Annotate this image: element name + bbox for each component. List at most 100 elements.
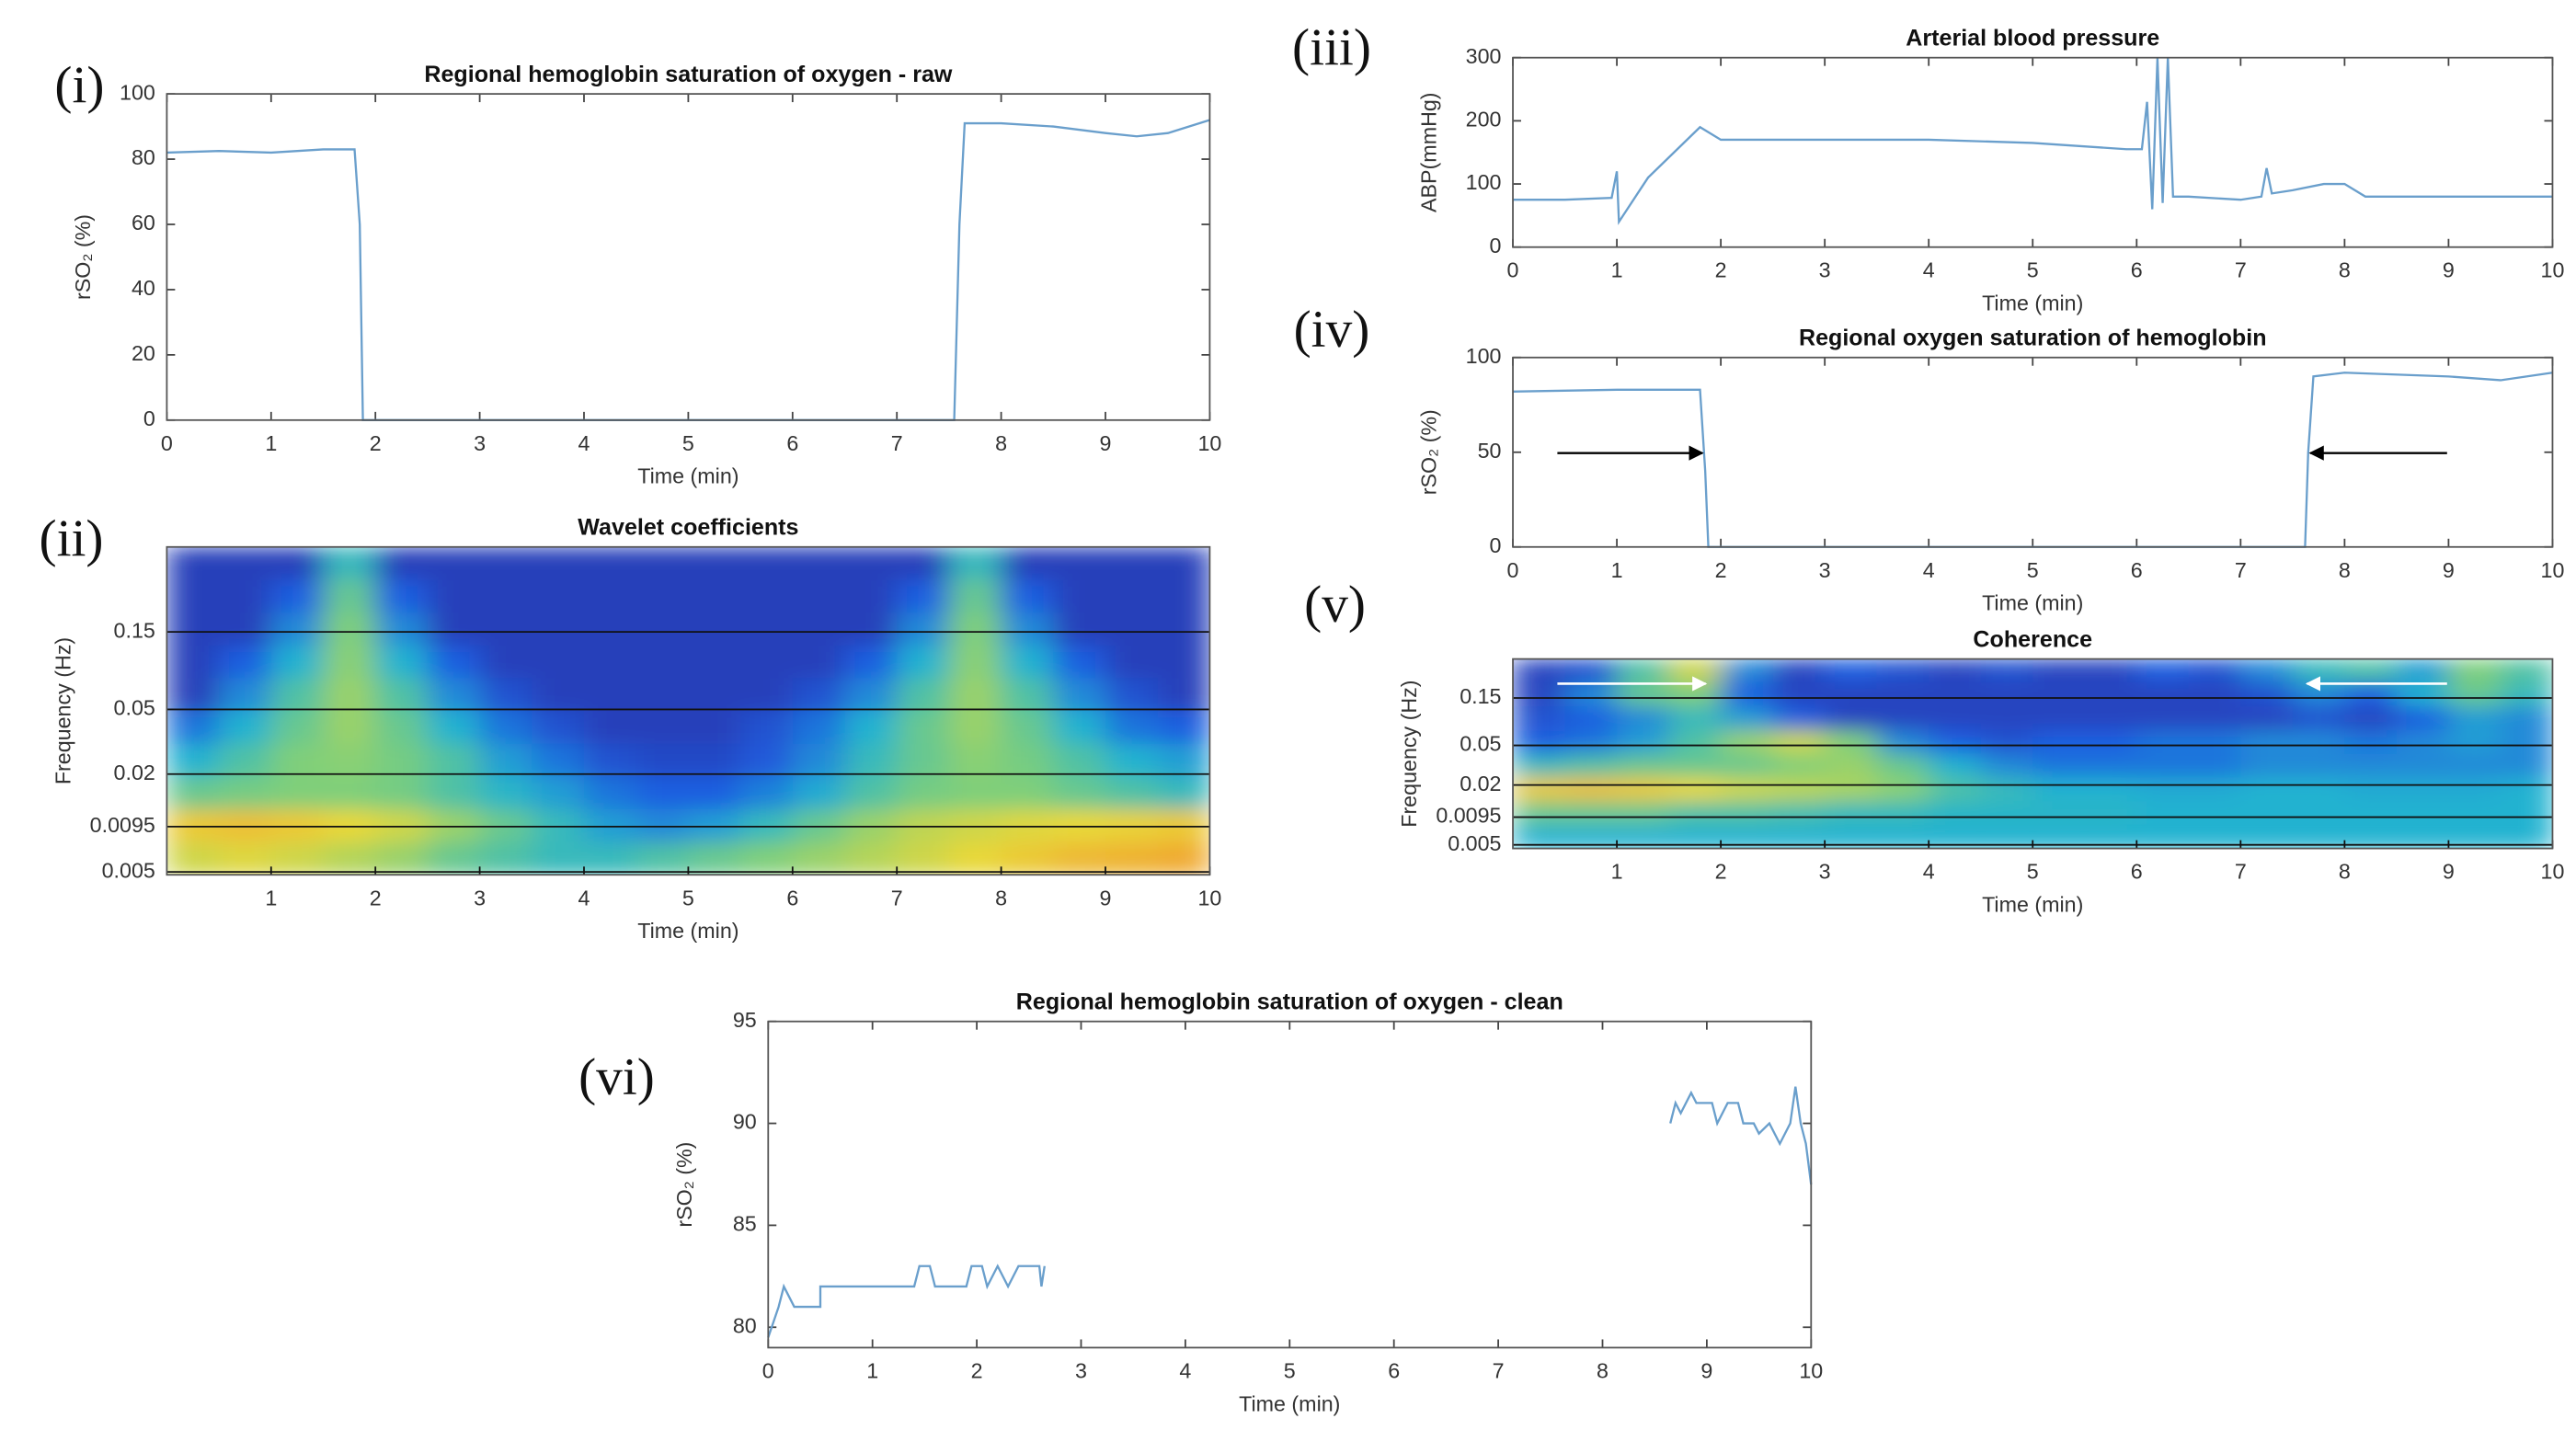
x-tick-label: 3 xyxy=(1819,258,1831,282)
heat-cell xyxy=(688,841,742,875)
plot-frame xyxy=(1512,56,2554,248)
heat-cell xyxy=(2188,658,2242,684)
heat-cell xyxy=(1876,753,1930,779)
heat-cell xyxy=(323,579,377,614)
y-tick-label: 85 xyxy=(733,1212,757,1236)
heat-cell xyxy=(1157,711,1210,745)
x-tick-label: 10 xyxy=(1197,886,1221,909)
chart: (ii) Wavelet coefficients Time (min) Freque… xyxy=(39,509,1221,943)
heat-cell xyxy=(740,743,794,778)
x-tick-label: 2 xyxy=(370,431,382,455)
heat-cell xyxy=(792,546,846,581)
heat-cell xyxy=(1053,612,1107,646)
chart: (i) Regional hemoglobin saturation of oxy… xyxy=(54,57,1221,488)
heat-cell xyxy=(2448,824,2502,849)
x-axis-label: Time (min) xyxy=(1239,1391,1340,1415)
heat-cell xyxy=(948,711,1002,745)
heat-cell xyxy=(1929,753,1982,779)
heat-cell xyxy=(1564,729,1619,755)
y-tick-label: 0.005 xyxy=(1448,831,1501,855)
heat-cell xyxy=(427,579,481,614)
heat-cell xyxy=(844,841,899,875)
heat-cell xyxy=(2240,801,2294,826)
x-tick-label: 5 xyxy=(2027,558,2039,582)
charts: (i) Regional hemoglobin saturation of oxy… xyxy=(39,18,2564,1415)
heat-cell xyxy=(1876,777,1930,803)
heat-cell xyxy=(1513,777,1566,803)
heat-cell xyxy=(2084,801,2138,826)
heat-cell xyxy=(323,678,377,713)
heat-cell xyxy=(1772,729,1826,755)
heat-cell xyxy=(375,678,429,713)
heat-cell xyxy=(1772,753,1826,779)
heat-cell xyxy=(2396,801,2450,826)
x-tick-label: 3 xyxy=(474,431,486,455)
x-tick-label: 8 xyxy=(2339,860,2351,884)
x-tick-label: 6 xyxy=(1388,1358,1400,1382)
heat-cell xyxy=(1001,743,1055,778)
heat-cell xyxy=(1564,777,1619,803)
heat-cell xyxy=(1825,682,1878,708)
heat-cell xyxy=(1001,841,1055,875)
x-tick-label: 5 xyxy=(682,431,694,455)
chart-title: Wavelet coefficients xyxy=(578,515,798,541)
heat-cell xyxy=(1617,824,1670,849)
heat-cell xyxy=(688,678,742,713)
heat-cell xyxy=(427,546,481,581)
plot-frame xyxy=(1512,356,2554,548)
x-tick-label: 0 xyxy=(762,1358,774,1382)
heat-cell xyxy=(323,546,377,581)
heat-cell xyxy=(2448,682,2502,708)
y-tick-label: 95 xyxy=(733,1008,757,1032)
heat-cell xyxy=(635,776,690,811)
heatmap-cells xyxy=(1513,658,2553,849)
heat-cell xyxy=(323,711,377,745)
heat-cell xyxy=(1721,658,1774,684)
x-tick-label: 4 xyxy=(1179,1358,1191,1382)
y-axis-label: rSO₂ (%) xyxy=(672,1142,696,1228)
heat-cell xyxy=(2032,801,2086,826)
heat-cell xyxy=(688,776,742,811)
heat-cell xyxy=(1157,743,1210,778)
heat-cell xyxy=(1825,753,1878,779)
x-tick-label: 8 xyxy=(2339,258,2351,282)
heat-cell xyxy=(948,743,1002,778)
heat-cell xyxy=(2344,777,2398,803)
heat-cell xyxy=(1876,706,1930,731)
heat-cell xyxy=(1721,729,1774,755)
heat-cell xyxy=(1617,729,1670,755)
heat-cell xyxy=(948,645,1002,680)
heat-cell xyxy=(1001,678,1055,713)
heat-cell xyxy=(2448,658,2502,684)
heat-cell xyxy=(2188,753,2242,779)
heat-cell xyxy=(1105,645,1159,680)
heat-cell xyxy=(1001,711,1055,745)
heat-cell xyxy=(479,579,533,614)
heat-cell xyxy=(1001,579,1055,614)
y-axis-label: ABP(mmHg) xyxy=(1417,92,1441,212)
heat-cell xyxy=(270,711,325,745)
heat-cell xyxy=(219,678,272,713)
heat-cell xyxy=(532,645,586,680)
heat-cell xyxy=(635,743,690,778)
heat-cell xyxy=(166,645,221,680)
x-axis-label: Time (min) xyxy=(637,464,738,488)
heat-cell xyxy=(1617,753,1670,779)
data-line xyxy=(1513,372,2553,548)
x-axis-label: Time (min) xyxy=(637,919,738,943)
x-tick-label: 0 xyxy=(1507,558,1519,582)
heat-cell xyxy=(2396,658,2450,684)
heat-cell xyxy=(2396,706,2450,731)
x-tick-label: 3 xyxy=(1819,558,1831,582)
heat-cell xyxy=(323,645,377,680)
y-tick-label: 300 xyxy=(1466,44,1502,68)
x-axis-label: Time (min) xyxy=(1982,591,2083,615)
x-tick-label: 8 xyxy=(995,886,1007,909)
heat-cell xyxy=(897,612,950,646)
x-tick-label: 9 xyxy=(2443,258,2455,282)
heat-cell xyxy=(219,841,272,875)
heat-cell xyxy=(1001,645,1055,680)
heat-cell xyxy=(375,612,429,646)
heat-cell xyxy=(270,612,325,646)
heat-cell xyxy=(2396,729,2450,755)
